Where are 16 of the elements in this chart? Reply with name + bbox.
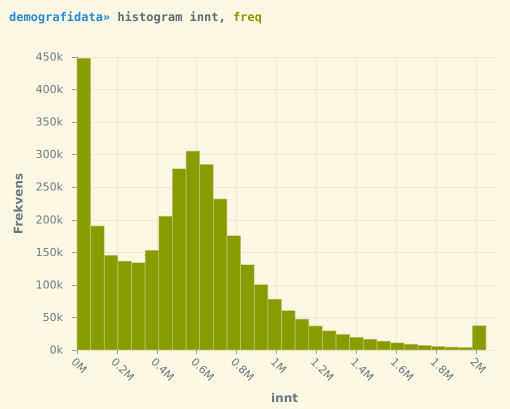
y-tick-label: 150k xyxy=(36,246,64,259)
x-tick-label: 0M xyxy=(68,355,90,376)
x-axis-title: innt xyxy=(271,391,298,405)
y-tick-label: 400k xyxy=(36,83,64,96)
y-tick-label: 450k xyxy=(36,50,64,64)
x-tick-label: 2M xyxy=(468,355,488,376)
y-tick-label: 350k xyxy=(36,116,64,129)
x-tick-label: 1M xyxy=(268,355,289,376)
y-tick-label: 50k xyxy=(42,310,64,324)
chart-title: demografidata» histogram innt, freq xyxy=(9,10,262,24)
y-tick-label: 0k xyxy=(50,344,64,356)
y-tick-label: 200k xyxy=(36,213,64,226)
y-tick-label: 300k xyxy=(36,148,64,162)
y-axis-title: Frekvens xyxy=(12,172,26,234)
y-tick-label: 250k xyxy=(36,180,64,194)
y-tick-label: 100k xyxy=(36,278,64,292)
